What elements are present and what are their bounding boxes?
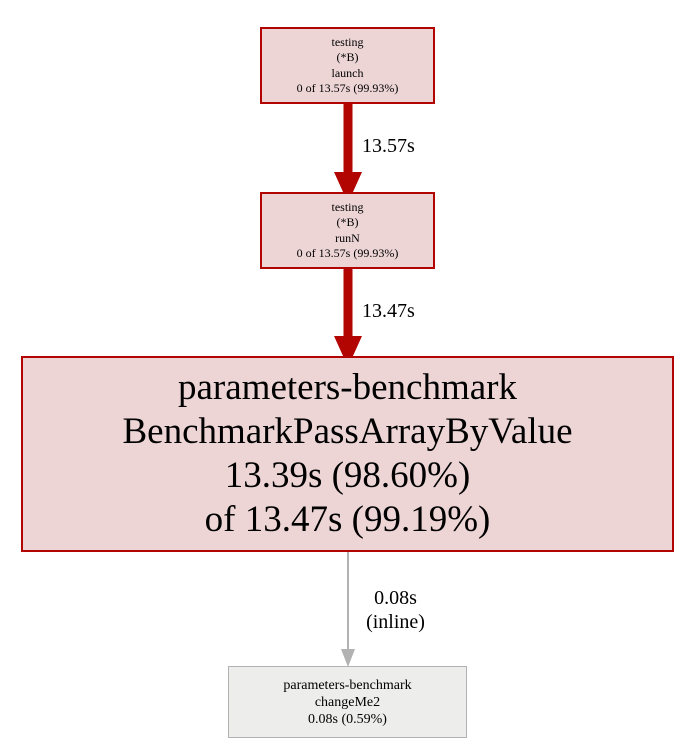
- node-runN-line-function: runN: [335, 230, 360, 245]
- node-testing-runN[interactable]: testing (*B) runN 0 of 13.57s (99.93%): [260, 192, 435, 269]
- node-launch-line-receiver: (*B): [336, 50, 359, 64]
- node-changeMe2-line-cost: 0.08s (0.59%): [308, 711, 387, 727]
- edge-runN-bench-arrowhead: [334, 336, 362, 367]
- node-bench-line-function: BenchmarkPassArrayByValue: [122, 411, 573, 452]
- edge-launch-runN-arrowhead: [334, 172, 362, 203]
- node-launch-line-package: testing: [331, 34, 364, 49]
- edge-runN-bench-label: 13.47s: [362, 300, 415, 322]
- node-changeMe2[interactable]: parameters-benchmark changeMe2 0.08s (0.…: [228, 666, 467, 738]
- edge-bench-changeMe2-label-time: 0.08s: [374, 587, 417, 609]
- node-bench-line-flat: 13.39s (98.60%): [224, 455, 471, 496]
- node-runN-line-package: testing: [331, 199, 364, 214]
- node-testing-launch[interactable]: testing (*B) launch 0 of 13.57s (99.93%): [260, 27, 435, 104]
- edge-launch-runN-label: 13.57s: [362, 135, 415, 157]
- node-launch-line-cost: 0 of 13.57s (99.93%): [296, 81, 399, 95]
- node-runN-line-cost: 0 of 13.57s (99.93%): [296, 246, 399, 260]
- node-benchmark-pass-array-by-value[interactable]: parameters-benchmark BenchmarkPassArrayB…: [21, 356, 674, 552]
- node-runN-line-receiver: (*B): [336, 215, 359, 229]
- node-changeMe2-line-function: changeMe2: [314, 694, 381, 710]
- node-bench-line-cum: of 13.47s (99.19%): [204, 499, 491, 540]
- edge-bench-changeMe2-label-inline: (inline): [366, 611, 425, 633]
- node-launch-line-function: launch: [331, 65, 364, 80]
- node-changeMe2-line-package: parameters-benchmark: [283, 677, 412, 693]
- node-bench-line-package: parameters-benchmark: [178, 367, 517, 408]
- edge-bench-changeMe2-arrowhead: [341, 649, 355, 667]
- edge-bench-changeMe2-label: 0.08s (inline): [358, 586, 433, 634]
